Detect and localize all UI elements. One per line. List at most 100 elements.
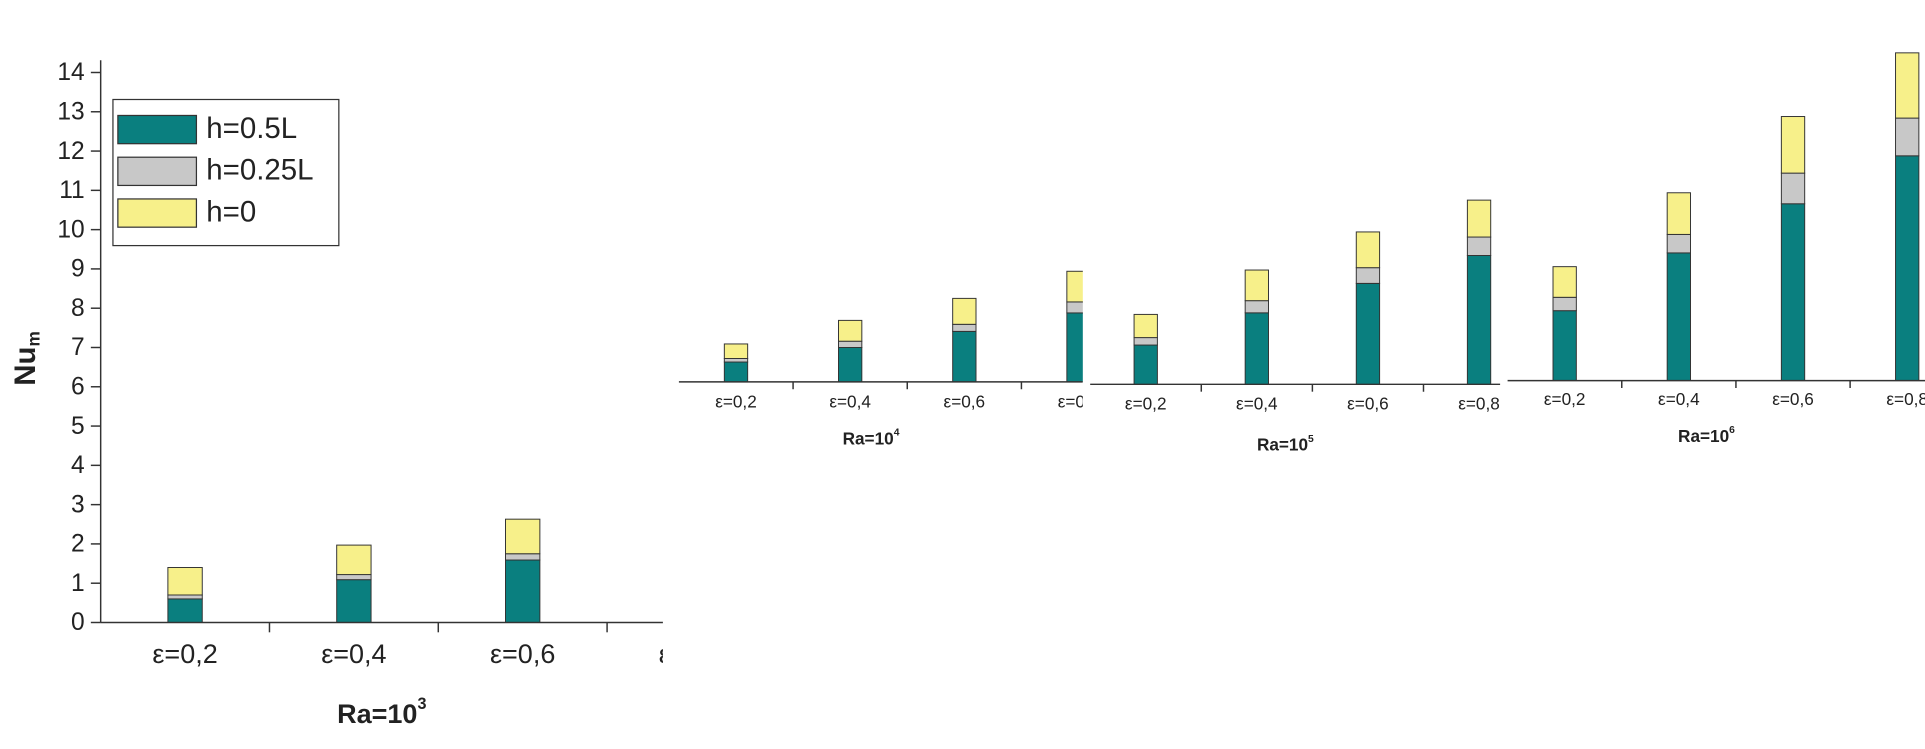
bar-segment	[167, 598, 203, 623]
x-tick-label: ε=0,8	[1886, 389, 1925, 409]
bar-segment	[1552, 296, 1577, 312]
x-axis-label-sup: 3	[417, 695, 426, 713]
panel: ε=0,2 ε=0,4 ε=0,6 ε=0,8	[1507, 52, 1925, 409]
x-tick-label: ε=0,4	[321, 639, 386, 669]
legend-swatch	[117, 114, 198, 145]
bar-segment	[838, 340, 863, 348]
bar-segment	[1552, 310, 1577, 381]
bar-segment	[1133, 344, 1158, 385]
x-axis-label-sup: 5	[1308, 434, 1314, 445]
bars	[167, 518, 541, 623]
y-axis-label-base: Nu	[9, 347, 42, 386]
y-tick-label: 1	[71, 570, 85, 597]
panel: ε=0,2 ε=0,4 ε=0,6 ε=0,8	[100, 518, 724, 669]
bar-segment	[1466, 255, 1492, 385]
bar-segment	[505, 518, 541, 555]
x-tick-label: ε=0,4	[1236, 394, 1278, 414]
bar-segment	[723, 357, 749, 363]
bar-segment	[1133, 313, 1158, 339]
bar-segment	[1666, 192, 1692, 235]
x-tick-label: ε=0,2	[1125, 394, 1167, 414]
x-tick-label: ε=0,6	[1772, 389, 1814, 409]
y-tick-label: 9	[71, 256, 85, 283]
bar-segment	[1780, 203, 1806, 381]
bar-segment	[1244, 312, 1269, 385]
x-axis-label-sup: 6	[1729, 425, 1735, 436]
y-tick-label: 12	[57, 138, 84, 165]
legend-swatch	[117, 156, 198, 187]
panel: ε=0,2 ε=0,4 ε=0,6 ε=0,8	[678, 270, 1100, 411]
x-tick-label: ε=0,6	[944, 391, 986, 411]
bar-segment	[1066, 312, 1083, 382]
y-tick-label: 5	[71, 413, 85, 440]
bar-segment	[167, 567, 203, 596]
x-tick-label: ε=0,8	[659, 639, 724, 669]
bar-segment	[1895, 52, 1920, 119]
bar-segment	[336, 544, 372, 576]
bar-segment	[1780, 172, 1806, 205]
y-tick-label: 10	[57, 216, 84, 243]
x-axis-label-base: Ra=10	[1678, 426, 1729, 446]
y-tick-label: 0	[71, 609, 85, 636]
y-tick-label: 8	[71, 295, 85, 322]
legend-label: h=0.5L	[206, 112, 297, 145]
bar-segment	[1466, 236, 1492, 256]
bar-segment	[1780, 116, 1806, 174]
x-tick-label: ε=0,4	[1658, 389, 1700, 409]
bar-segment	[1066, 301, 1083, 314]
x-tick-label: ε=0,2	[152, 639, 217, 669]
x-axis-label: Ra=103	[337, 695, 426, 729]
x-tick-label: ε=0,6	[1347, 394, 1389, 414]
bar-segment	[1355, 282, 1381, 385]
x-axis-label-base: Ra=10	[337, 699, 417, 729]
bars	[1552, 52, 1920, 381]
x-tick-label: ε=0,2	[1544, 389, 1586, 409]
bars	[1133, 199, 1492, 385]
bar-segment	[1066, 270, 1083, 303]
bar-segment	[1244, 269, 1269, 302]
x-axis-label: Ra=104	[843, 427, 900, 448]
y-axis-label-sub: m	[23, 331, 43, 346]
panel: ε=0,2 ε=0,4 ε=0,6 ε=0,8	[1090, 199, 1501, 414]
bars	[723, 270, 1083, 382]
bar-segment	[723, 343, 749, 359]
bar-segment	[167, 594, 203, 600]
x-axis-label: Ra=106	[1678, 425, 1735, 446]
x-axis-label-sup: 4	[894, 427, 900, 438]
y-tick-label: 6	[71, 373, 85, 400]
y-tick-label: 2	[71, 531, 85, 558]
legend: h=0.5L h=0.25L h=0	[112, 98, 340, 247]
x-tick-label: ε=0,2	[715, 391, 757, 411]
bar-segment	[1466, 199, 1492, 238]
bar-segment	[1552, 266, 1577, 298]
x-axis-label-base: Ra=10	[843, 428, 894, 448]
x-tick-label: ε=0,8	[1058, 391, 1100, 411]
y-tick-label: 11	[59, 177, 84, 204]
bar-segment	[1895, 117, 1920, 157]
y-tick-label: 14	[57, 59, 84, 86]
y-tick-label: 3	[71, 491, 85, 518]
bar-segment	[1133, 337, 1158, 346]
bar-segment	[838, 319, 863, 342]
y-tick-label: 4	[71, 452, 85, 479]
bar-segment	[336, 579, 372, 623]
bar-segment	[1355, 267, 1381, 284]
bar-segment	[1355, 231, 1381, 269]
bar-segment	[952, 297, 977, 325]
y-tick-label: 7	[71, 334, 85, 361]
x-axis-label: Ra=105	[1257, 434, 1314, 455]
x-tick-label: ε=0,8	[1458, 394, 1500, 414]
y-tick-label: 13	[57, 98, 84, 125]
bar-segment	[838, 347, 863, 382]
x-tick-label: ε=0,4	[829, 391, 871, 411]
bar-segment	[1244, 300, 1269, 314]
bar-segment	[1666, 233, 1692, 254]
bar-segment	[505, 553, 541, 561]
bar-segment	[952, 323, 977, 332]
legend-swatch	[117, 198, 198, 228]
bar-segment	[336, 574, 372, 581]
x-tick-label: ε=0,6	[490, 639, 555, 669]
legend-label: h=0.25L	[206, 154, 313, 187]
